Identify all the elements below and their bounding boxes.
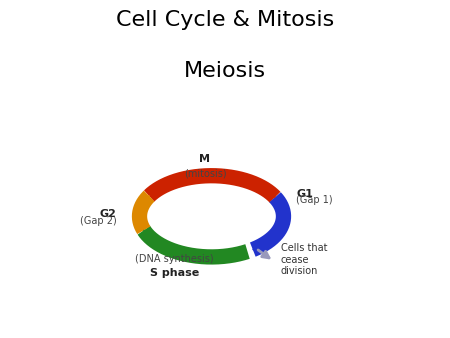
Text: G2: G2 xyxy=(99,210,117,219)
Text: (Gap 1): (Gap 1) xyxy=(297,195,333,205)
Text: Cells that
cease
division: Cells that cease division xyxy=(281,243,327,276)
Text: M: M xyxy=(199,154,211,164)
Text: Cell Cycle & Mitosis: Cell Cycle & Mitosis xyxy=(116,10,334,30)
Text: (Gap 2): (Gap 2) xyxy=(80,216,117,225)
Text: G1: G1 xyxy=(297,189,313,199)
Text: (DNA synthesis): (DNA synthesis) xyxy=(135,254,214,264)
Text: (mitosis): (mitosis) xyxy=(184,169,226,179)
Text: Meiosis: Meiosis xyxy=(184,61,266,81)
Text: S phase: S phase xyxy=(150,268,199,278)
